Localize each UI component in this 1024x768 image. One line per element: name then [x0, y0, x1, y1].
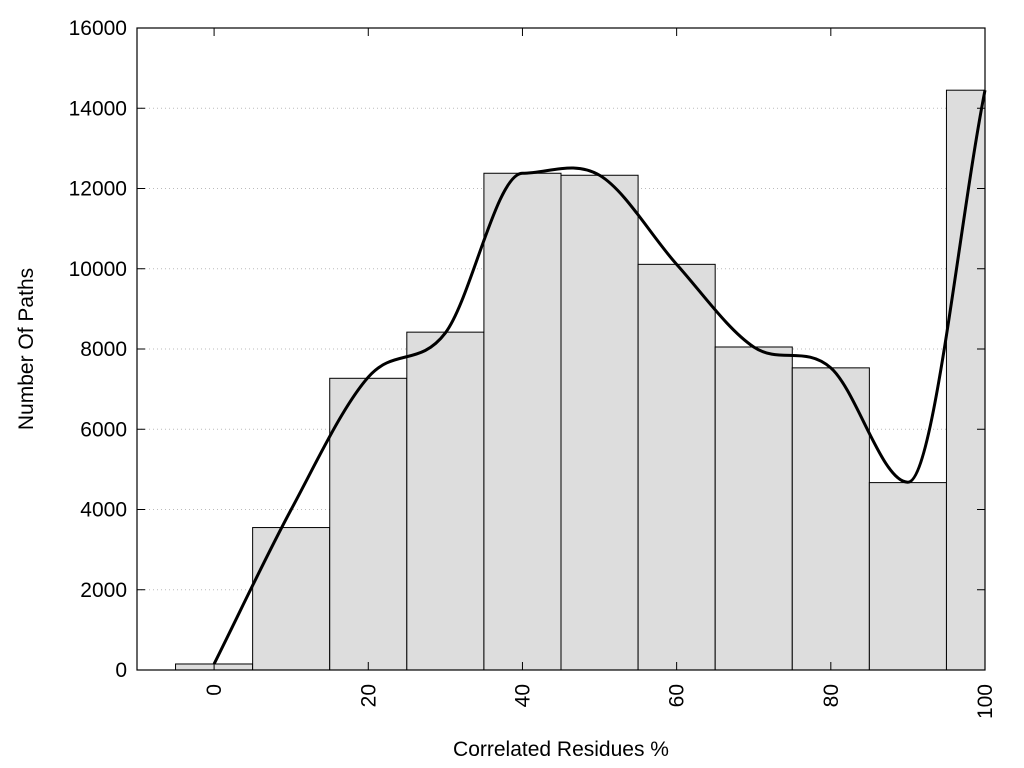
y-tick-label: 16000: [69, 17, 127, 40]
bar: [868, 482, 947, 671]
y-tick-label: 6000: [80, 418, 127, 441]
bar: [714, 346, 793, 671]
bar: [791, 367, 870, 671]
bar: [483, 172, 562, 671]
bar: [945, 89, 986, 671]
bar: [329, 377, 408, 671]
x-tick-label: 0: [203, 684, 226, 696]
bar: [637, 263, 716, 671]
y-tick-label: 10000: [69, 258, 127, 281]
bar: [560, 174, 639, 671]
bars: [175, 89, 986, 671]
x-tick-label: 40: [511, 684, 534, 707]
x-tick-label: 100: [974, 684, 997, 719]
x-tick-label: 80: [820, 684, 843, 707]
y-tick-label: 2000: [80, 579, 127, 602]
x-axis-label: Correlated Residues %: [453, 738, 669, 761]
smoothed-curve-layer: [212, 89, 987, 665]
x-axis-ticks: 0 20 40 60 80 100: [203, 28, 997, 719]
y-tick-label: 8000: [80, 338, 127, 361]
y-axis-label: Number Of Paths: [15, 268, 38, 430]
y-tick-label: 0: [115, 659, 127, 682]
bar: [406, 331, 485, 671]
smoothed-curve: [212, 89, 987, 665]
y-tick-label: 12000: [69, 178, 127, 201]
y-tick-label: 14000: [69, 97, 127, 120]
x-tick-label: 20: [357, 684, 380, 707]
x-tick-label: 60: [666, 684, 689, 707]
y-axis-ticks: 0 2000 4000 6000 8000 10000 12000 14000 16000: [69, 17, 985, 682]
bar: [252, 527, 331, 671]
y-tick-label: 4000: [80, 499, 127, 522]
